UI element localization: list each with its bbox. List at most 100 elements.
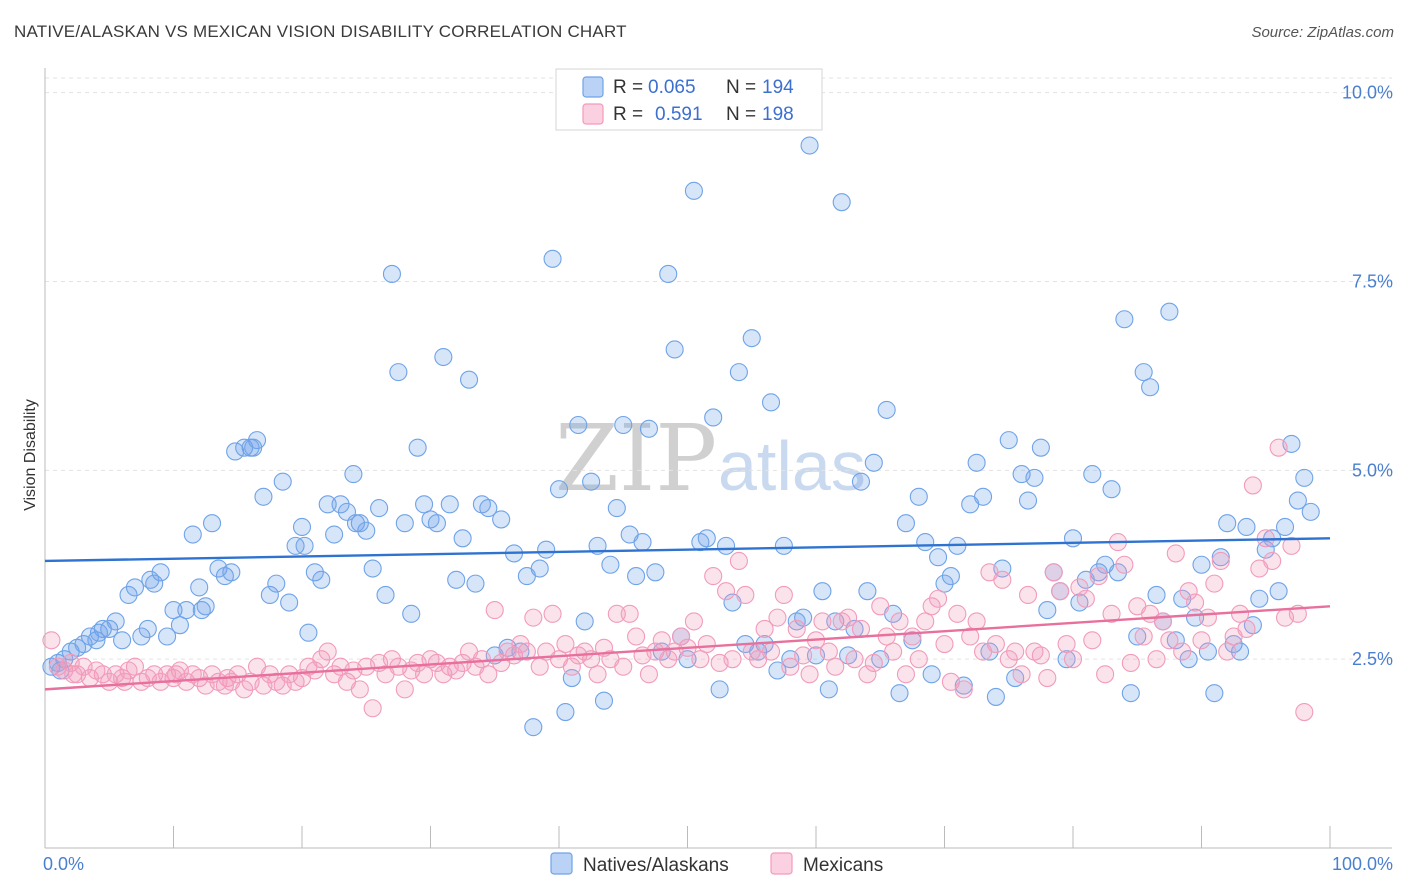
native-point: [395, 514, 414, 533]
mexican-point: [864, 653, 883, 672]
native-point: [177, 601, 196, 620]
mexican-point: [588, 665, 607, 684]
native-point: [141, 570, 160, 589]
native-point: [929, 548, 948, 567]
legend-r-label-2: R =: [613, 104, 643, 125]
mexican-point: [1044, 563, 1063, 582]
mexican-point: [755, 619, 774, 639]
native-point: [1179, 650, 1198, 669]
bottom-legend: Natives/Alaskans Mexicans: [550, 852, 883, 876]
native-point: [1301, 502, 1320, 521]
native-point: [858, 582, 877, 601]
mexican-point: [1160, 631, 1179, 650]
native-point: [192, 601, 211, 620]
native-point: [903, 631, 922, 650]
mexican-point: [1115, 555, 1134, 574]
native-point: [999, 431, 1018, 450]
native-point: [1192, 555, 1211, 574]
native-point: [370, 499, 389, 518]
mexican-point: [1231, 604, 1250, 623]
mexican-point: [562, 657, 581, 676]
mexican-point: [235, 680, 254, 699]
native-point: [980, 642, 999, 661]
native-point: [427, 514, 446, 533]
native-point: [1018, 491, 1038, 510]
mexican-point: [729, 551, 748, 571]
native-point: [575, 612, 594, 631]
series-natives-points: [42, 136, 1320, 737]
native-point: [1231, 642, 1250, 661]
native-point: [280, 593, 299, 612]
native-point: [716, 536, 736, 555]
mexican-point: [697, 635, 716, 654]
mexican-point: [1147, 650, 1166, 669]
native-point: [941, 567, 960, 586]
mexican-point: [993, 570, 1012, 589]
native-point: [299, 623, 318, 642]
native-point: [729, 363, 748, 382]
mexican-point: [543, 604, 562, 623]
mexican-point: [787, 619, 806, 639]
native-point: [1205, 684, 1224, 703]
mexican-point: [954, 680, 973, 699]
mexican-point: [1076, 589, 1095, 608]
mexican-point: [1179, 582, 1198, 601]
native-point: [203, 514, 222, 533]
mexican-point: [736, 585, 755, 605]
mexican-point: [556, 635, 575, 654]
native-point: [524, 718, 543, 737]
legend-r-label-1: R =: [613, 77, 643, 98]
mexican-point: [948, 604, 967, 623]
mexican-point: [1012, 665, 1031, 684]
mexican-point: [800, 665, 819, 684]
native-point: [1237, 517, 1256, 537]
legend-n-label-1: N =: [726, 77, 756, 98]
mexican-point: [42, 631, 61, 650]
x-tick-label-max: 100.0%: [1332, 854, 1393, 874]
native-point: [1166, 631, 1185, 650]
mexican-point: [614, 657, 633, 676]
mexican-point: [819, 642, 838, 661]
bottom-legend-swatch-natives: [550, 852, 573, 875]
mexican-point: [935, 635, 954, 654]
mexican-point: [999, 650, 1018, 669]
mexican-point: [627, 627, 646, 646]
native-point: [295, 536, 314, 555]
mexican-point: [472, 650, 491, 669]
native-point: [1218, 514, 1237, 533]
native-point: [260, 585, 279, 605]
mexican-point: [884, 642, 903, 661]
bottom-legend-mexicans: Mexicans: [803, 855, 883, 876]
y-tick-label: 2.5%: [1352, 649, 1393, 669]
mexican-point: [167, 665, 186, 684]
native-point: [1147, 585, 1166, 605]
trend-lines: [44, 537, 1331, 691]
mexican-point: [1051, 582, 1070, 601]
mexican-point: [530, 657, 549, 676]
legend-r-value-2: 0.591: [655, 104, 703, 125]
native-point: [1141, 378, 1160, 397]
y-tick-label: 5.0%: [1352, 460, 1393, 480]
native-point: [556, 702, 575, 722]
mexican-point: [961, 627, 980, 646]
mexican-point: [723, 650, 742, 669]
mexican-point: [1057, 635, 1076, 654]
native-point: [350, 514, 369, 533]
native-point: [183, 525, 202, 544]
native-point: [408, 438, 427, 457]
native-point: [922, 665, 941, 684]
native-point: [244, 438, 263, 457]
native-point: [479, 499, 498, 518]
mexican-point: [781, 657, 800, 676]
mexican-point: [916, 612, 935, 631]
mexican-point: [363, 699, 382, 718]
mexican-point: [1070, 578, 1089, 597]
mexican-point: [125, 657, 144, 676]
legend-n-value-2: 198: [762, 104, 794, 125]
mexican-point: [871, 597, 890, 616]
native-point: [89, 623, 109, 642]
native-point: [639, 419, 659, 438]
trend-line-natives: [44, 537, 1331, 563]
mexican-point: [774, 585, 793, 605]
mexican-point: [794, 646, 813, 665]
